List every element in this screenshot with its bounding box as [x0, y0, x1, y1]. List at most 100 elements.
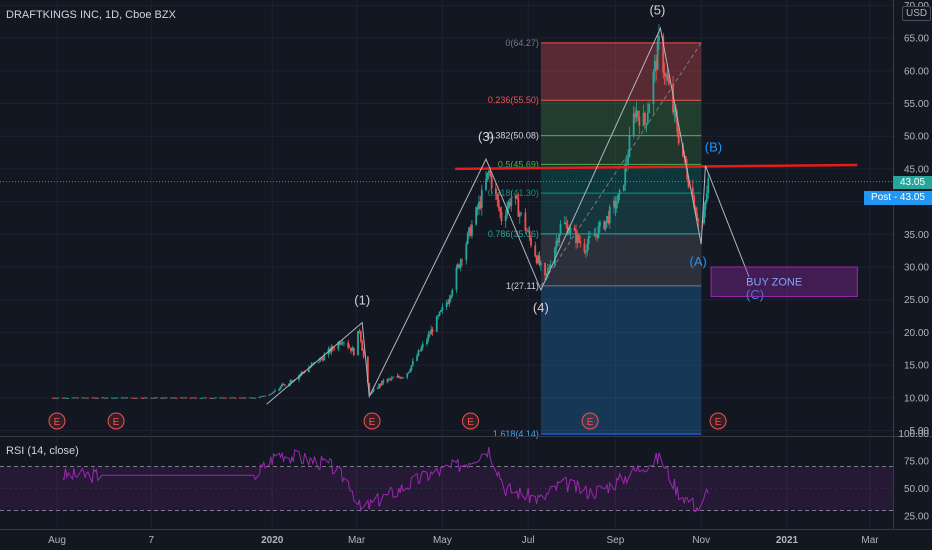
- candle-body: [627, 157, 629, 164]
- candle-body: [233, 397, 236, 399]
- candle-body: [485, 178, 487, 190]
- candle-body: [348, 347, 351, 349]
- candle-body: [538, 255, 541, 266]
- candle-body: [509, 201, 511, 206]
- candle-body: [113, 397, 116, 399]
- x-tick-label: 2020: [261, 535, 284, 546]
- price-tick-label: 50.00: [904, 132, 929, 143]
- candle-body: [379, 383, 382, 386]
- candle-body: [558, 234, 561, 243]
- candle-body: [126, 397, 129, 399]
- candle-body: [95, 397, 98, 399]
- candle-body: [362, 350, 365, 357]
- currency-badge[interactable]: USD: [902, 6, 932, 21]
- candle-body: [193, 397, 196, 399]
- candle-body: [663, 72, 666, 77]
- fib-level-label: 1.618(4.14): [493, 429, 539, 439]
- price-tick-label: 35.00: [904, 230, 929, 241]
- candle-body: [608, 206, 611, 224]
- candle-body: [506, 207, 509, 216]
- candle-body: [192, 397, 195, 399]
- candle-body: [568, 232, 570, 235]
- wave-label: (4): [533, 300, 549, 315]
- candle-body: [545, 273, 548, 276]
- price-tick-label: 15.00: [904, 361, 929, 372]
- candle-body: [54, 397, 57, 399]
- candle-body: [618, 190, 621, 195]
- candle-body: [144, 397, 147, 399]
- candle-body: [518, 213, 521, 217]
- fib-level-label: 0.5(45.69): [498, 159, 539, 169]
- candle-body: [428, 334, 431, 336]
- candle-body: [655, 60, 658, 70]
- candle-body: [298, 375, 300, 380]
- candle-body: [459, 259, 462, 268]
- candle-body: [240, 397, 243, 399]
- candle-body: [587, 236, 590, 245]
- candle-body: [182, 397, 185, 399]
- candle-body: [185, 397, 188, 399]
- earnings-marker-icon: [107, 412, 125, 430]
- candle-body: [662, 35, 665, 73]
- candle-body: [122, 397, 125, 399]
- candle-body: [189, 397, 192, 399]
- candle-body: [258, 396, 261, 398]
- candle-body: [576, 234, 579, 243]
- candle-body: [125, 397, 127, 399]
- candle-body: [352, 347, 355, 356]
- candle-body: [435, 316, 438, 332]
- candle-body: [250, 397, 253, 399]
- candle-body: [448, 298, 451, 304]
- candle-body: [696, 212, 698, 220]
- candle-body: [672, 84, 674, 113]
- candle-body: [174, 397, 177, 399]
- x-tick-label: Mar: [348, 535, 366, 546]
- candle-body: [566, 224, 569, 235]
- candle-body: [105, 397, 108, 399]
- fib-level-label: 0.236(55.50): [488, 95, 539, 105]
- candle-body: [243, 397, 245, 399]
- candle-body: [624, 164, 627, 185]
- candle-body: [468, 227, 471, 233]
- candle-body: [461, 259, 463, 261]
- candle-body: [347, 342, 350, 348]
- candle-body: [101, 397, 103, 399]
- fib-level-label: 1(27.11): [506, 281, 539, 291]
- price-tick-label: 5.00: [910, 426, 930, 437]
- candle-body: [338, 342, 341, 345]
- buy-zone-label: BUY ZONE: [746, 277, 802, 289]
- candle-body: [299, 374, 302, 376]
- candle-body: [440, 310, 442, 312]
- price-tick-label: 25.00: [904, 295, 929, 306]
- candle-body: [528, 230, 531, 238]
- candle-body: [261, 395, 264, 397]
- candle-body: [181, 397, 184, 399]
- candle-body: [151, 397, 154, 399]
- candle-body: [112, 397, 115, 399]
- candle-body: [91, 397, 94, 399]
- candle-body: [409, 370, 411, 372]
- candle-body: [465, 243, 468, 261]
- candle-body: [264, 395, 267, 397]
- rsi-tick-label: 75.00: [904, 457, 929, 468]
- candle-body: [312, 363, 314, 365]
- candle-body: [475, 207, 478, 225]
- candle-body: [136, 397, 139, 399]
- candle-body: [437, 315, 440, 317]
- candle-body: [589, 236, 591, 238]
- candle-body: [480, 189, 483, 208]
- price-tick-label: 30.00: [904, 263, 929, 274]
- candle-body: [691, 187, 694, 196]
- candle-body: [606, 215, 608, 222]
- candle-body: [456, 264, 459, 268]
- candle-body: [74, 397, 77, 399]
- chart-title: DRAFTKINGS INC, 1D, Cboe BZX: [6, 9, 176, 21]
- candle-body: [162, 397, 165, 399]
- candle-body: [357, 331, 359, 356]
- candle-body: [254, 397, 257, 399]
- candle-body: [634, 113, 637, 118]
- elliott-wave-path: [266, 26, 750, 405]
- candle-body: [282, 384, 285, 386]
